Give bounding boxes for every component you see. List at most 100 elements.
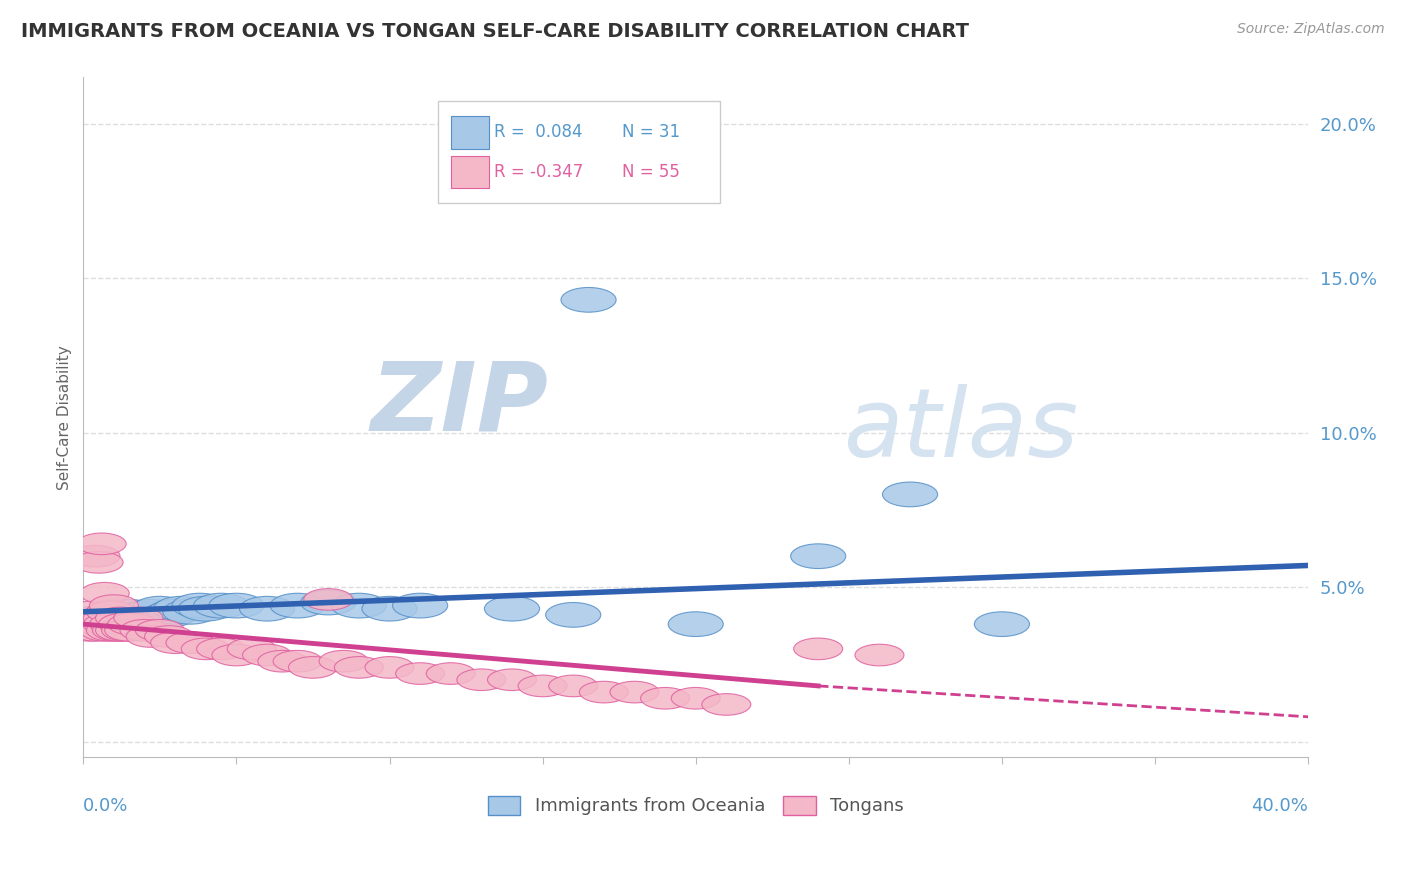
Ellipse shape: [485, 597, 540, 621]
Ellipse shape: [641, 688, 689, 709]
Ellipse shape: [392, 593, 447, 618]
Ellipse shape: [67, 601, 117, 623]
Ellipse shape: [90, 595, 138, 616]
Ellipse shape: [83, 607, 132, 629]
Ellipse shape: [124, 599, 179, 624]
Ellipse shape: [101, 599, 157, 624]
Ellipse shape: [150, 632, 200, 654]
Ellipse shape: [132, 597, 187, 621]
Y-axis label: Self-Care Disability: Self-Care Disability: [58, 345, 72, 490]
Ellipse shape: [72, 545, 120, 567]
Ellipse shape: [335, 657, 384, 678]
Ellipse shape: [65, 620, 114, 641]
Text: 0.0%: 0.0%: [83, 797, 129, 815]
Ellipse shape: [794, 638, 842, 660]
Ellipse shape: [72, 606, 127, 631]
Ellipse shape: [114, 607, 163, 629]
Text: N = 55: N = 55: [623, 163, 681, 181]
Ellipse shape: [517, 675, 567, 697]
Ellipse shape: [142, 602, 197, 627]
Ellipse shape: [77, 607, 127, 629]
Text: 40.0%: 40.0%: [1251, 797, 1308, 815]
Ellipse shape: [145, 625, 194, 648]
Text: atlas: atlas: [842, 384, 1077, 477]
Ellipse shape: [671, 688, 720, 709]
Ellipse shape: [67, 614, 117, 635]
Ellipse shape: [65, 612, 120, 637]
Text: N = 31: N = 31: [623, 123, 681, 142]
Ellipse shape: [90, 614, 138, 635]
Ellipse shape: [242, 644, 291, 665]
Ellipse shape: [98, 612, 153, 637]
Ellipse shape: [86, 601, 135, 623]
Ellipse shape: [153, 597, 209, 621]
Ellipse shape: [179, 597, 233, 621]
Ellipse shape: [579, 681, 628, 703]
Ellipse shape: [96, 607, 145, 629]
Ellipse shape: [548, 675, 598, 697]
Ellipse shape: [93, 606, 148, 631]
Ellipse shape: [83, 612, 138, 637]
Ellipse shape: [172, 593, 228, 618]
Ellipse shape: [361, 597, 418, 621]
Ellipse shape: [855, 644, 904, 665]
Ellipse shape: [83, 614, 132, 635]
Ellipse shape: [301, 591, 356, 615]
Legend: Immigrants from Oceania, Tongans: Immigrants from Oceania, Tongans: [481, 789, 911, 822]
Ellipse shape: [197, 638, 246, 660]
FancyBboxPatch shape: [451, 155, 489, 188]
Ellipse shape: [270, 593, 325, 618]
Ellipse shape: [974, 612, 1029, 637]
Text: R = -0.347: R = -0.347: [494, 163, 583, 181]
Ellipse shape: [257, 650, 307, 672]
Ellipse shape: [610, 681, 659, 703]
Ellipse shape: [80, 582, 129, 604]
Ellipse shape: [668, 612, 723, 637]
Ellipse shape: [80, 620, 129, 641]
Ellipse shape: [790, 544, 846, 568]
Ellipse shape: [288, 657, 337, 678]
Ellipse shape: [101, 620, 150, 641]
Text: IMMIGRANTS FROM OCEANIA VS TONGAN SELF-CARE DISABILITY CORRELATION CHART: IMMIGRANTS FROM OCEANIA VS TONGAN SELF-C…: [21, 22, 969, 41]
Ellipse shape: [273, 650, 322, 672]
Ellipse shape: [546, 602, 600, 627]
Ellipse shape: [98, 614, 148, 635]
Ellipse shape: [228, 638, 276, 660]
Ellipse shape: [166, 632, 215, 654]
Ellipse shape: [530, 170, 585, 194]
FancyBboxPatch shape: [451, 116, 489, 149]
Text: ZIP: ZIP: [371, 357, 548, 450]
Ellipse shape: [194, 593, 249, 618]
Ellipse shape: [127, 625, 176, 648]
Text: R =  0.084: R = 0.084: [494, 123, 582, 142]
Ellipse shape: [457, 669, 506, 690]
Ellipse shape: [702, 694, 751, 715]
Ellipse shape: [77, 615, 132, 640]
Ellipse shape: [104, 620, 153, 641]
Ellipse shape: [96, 620, 145, 641]
Ellipse shape: [75, 614, 124, 635]
Ellipse shape: [395, 663, 444, 684]
Ellipse shape: [304, 589, 353, 610]
Ellipse shape: [181, 638, 231, 660]
Ellipse shape: [93, 620, 142, 641]
Ellipse shape: [209, 593, 264, 618]
Ellipse shape: [488, 669, 537, 690]
Ellipse shape: [366, 657, 413, 678]
Ellipse shape: [75, 551, 124, 574]
Ellipse shape: [883, 482, 938, 507]
Ellipse shape: [86, 599, 142, 624]
Ellipse shape: [239, 597, 295, 621]
Ellipse shape: [86, 620, 135, 641]
Ellipse shape: [163, 599, 218, 624]
Ellipse shape: [108, 606, 163, 631]
Text: Source: ZipAtlas.com: Source: ZipAtlas.com: [1237, 22, 1385, 37]
Ellipse shape: [77, 533, 127, 555]
Ellipse shape: [212, 644, 262, 665]
Ellipse shape: [111, 602, 166, 627]
Ellipse shape: [120, 620, 169, 641]
Ellipse shape: [319, 650, 368, 672]
Ellipse shape: [72, 620, 120, 641]
Ellipse shape: [135, 620, 184, 641]
Ellipse shape: [426, 663, 475, 684]
